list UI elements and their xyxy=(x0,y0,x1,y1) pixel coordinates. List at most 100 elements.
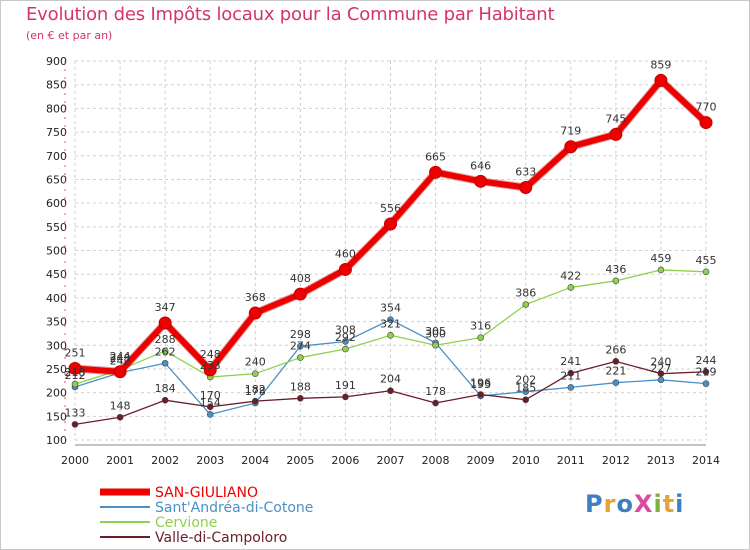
y-tick-label: 400 xyxy=(46,292,67,305)
series-point xyxy=(71,380,79,388)
data-label: 459 xyxy=(650,252,671,265)
data-label: 745 xyxy=(605,112,626,125)
x-tick-label: 2000 xyxy=(61,454,89,467)
y-tick-label: 100 xyxy=(46,434,67,447)
series-point xyxy=(657,266,665,274)
y-tick-label: 500 xyxy=(46,245,67,258)
legend-label: Sant'Andréa-di-Cotone xyxy=(155,500,313,516)
data-label: 184 xyxy=(155,382,176,395)
series-point xyxy=(477,334,484,341)
series-point xyxy=(474,174,488,188)
data-label: 182 xyxy=(245,383,266,396)
data-label: 227 xyxy=(650,362,671,375)
series-point xyxy=(387,332,394,339)
series-point xyxy=(432,399,439,407)
y-tick-label: 350 xyxy=(46,316,67,329)
data-label: 191 xyxy=(335,379,356,392)
data-label: 859 xyxy=(650,58,671,71)
series-point xyxy=(429,165,443,179)
data-label: 188 xyxy=(290,380,311,393)
series-point xyxy=(567,384,575,391)
y-tick-label: 750 xyxy=(46,126,67,139)
data-label: 240 xyxy=(650,356,671,369)
x-tick-label: 2006 xyxy=(331,454,359,467)
x-tick-label: 2004 xyxy=(241,454,269,467)
series-point xyxy=(338,262,352,276)
data-label: 148 xyxy=(110,399,131,412)
x-tick-label: 2003 xyxy=(196,454,224,467)
data-label: 241 xyxy=(560,355,581,368)
data-label: 308 xyxy=(335,323,356,336)
series-point xyxy=(612,358,620,365)
data-label: 347 xyxy=(155,301,176,314)
series-point xyxy=(251,370,259,377)
y-tick-label: 650 xyxy=(46,173,67,186)
legend-label: Valle-di-Campoloro xyxy=(155,530,287,546)
series-lines xyxy=(68,73,713,428)
series-point xyxy=(612,277,620,285)
series-point xyxy=(522,301,530,308)
series-point xyxy=(113,365,127,379)
data-label: 212 xyxy=(65,369,86,382)
data-label: 274 xyxy=(290,340,311,353)
series-point xyxy=(384,217,397,231)
data-labels: 212 242 262 154 178 298 308 354 305 193 202 211 221 2… xyxy=(65,58,717,419)
legend-label: Cervione xyxy=(155,515,217,531)
data-label: 316 xyxy=(470,320,491,333)
series-point xyxy=(203,363,217,377)
series-point xyxy=(297,395,304,402)
x-tick-label: 2005 xyxy=(286,454,314,467)
series-point xyxy=(657,376,665,384)
series-point xyxy=(477,391,484,398)
data-label: 386 xyxy=(515,287,536,300)
data-label: 262 xyxy=(155,345,176,358)
y-tick-label: 200 xyxy=(46,387,67,400)
y-tick-label: 850 xyxy=(46,79,67,92)
y-tick-label: 800 xyxy=(46,102,67,115)
series-point xyxy=(251,397,259,405)
data-label: 244 xyxy=(110,350,131,363)
data-label: 233 xyxy=(200,359,221,372)
logo-letter: X xyxy=(633,490,654,518)
data-label: 242 xyxy=(110,355,131,368)
data-label: 646 xyxy=(470,159,491,172)
data-label: 298 xyxy=(290,328,311,341)
series-point xyxy=(342,393,349,401)
data-label: 178 xyxy=(425,385,446,398)
data-label: 300 xyxy=(425,327,446,340)
y-tick-label: 550 xyxy=(46,221,67,234)
data-label: 170 xyxy=(200,389,221,402)
series-point xyxy=(702,268,710,276)
axes: 100 150 200 250 300 350 400 450 500 550 600 650 700 7… xyxy=(46,55,720,467)
proxiti-logo: ProXiti xyxy=(585,490,684,518)
y-tick-label: 150 xyxy=(46,410,67,423)
series-point xyxy=(158,316,172,330)
data-label: 633 xyxy=(515,165,536,178)
data-label: 354 xyxy=(380,302,401,315)
data-label: 193 xyxy=(470,378,491,391)
data-label: 219 xyxy=(696,366,717,379)
data-label: 719 xyxy=(560,125,581,138)
chart-title: Evolution des Impôts locaux pour la Comm… xyxy=(26,4,555,25)
logo-letter: i xyxy=(653,490,663,518)
data-label: 133 xyxy=(65,406,86,419)
data-label: 436 xyxy=(605,263,626,276)
series-point xyxy=(432,341,439,349)
x-tick-label: 2013 xyxy=(647,454,675,467)
data-label: 266 xyxy=(605,343,626,356)
data-label: 204 xyxy=(380,373,401,386)
data-label: 196 xyxy=(470,377,491,390)
data-label: 244 xyxy=(696,354,717,367)
data-label: 178 xyxy=(245,385,266,398)
series-point xyxy=(654,73,668,87)
series-point xyxy=(567,284,575,291)
series-point xyxy=(522,388,530,395)
data-label: 202 xyxy=(515,374,536,387)
data-label: 248 xyxy=(200,348,221,361)
data-label: 218 xyxy=(65,366,86,379)
series-point xyxy=(702,380,710,387)
series-point xyxy=(68,361,82,375)
series-point xyxy=(612,379,620,386)
data-label: 455 xyxy=(696,254,717,267)
